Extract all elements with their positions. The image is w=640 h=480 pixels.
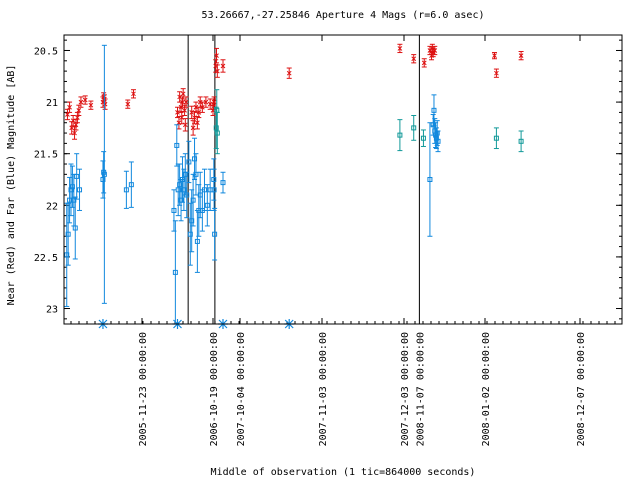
near-point [214,53,219,58]
near-point [193,104,199,110]
near-point [182,107,187,113]
x-tick-label: 2007-12-03 00:00:00 [400,332,411,446]
near-point [88,102,94,108]
near-point [67,104,72,110]
plot-content: 20.5 21 21.5 22 22.5 23 2005-11-23 00:00:00 200… [34,35,622,446]
near-point [82,97,88,103]
far-point [123,187,129,193]
far-point [171,207,177,213]
y-tick-label: 21 [46,98,58,109]
far-point [128,182,134,188]
far-point [201,187,207,193]
near-point [75,115,80,120]
far-point [431,107,437,113]
near-point [432,48,438,53]
far-point [69,184,75,190]
near-point [220,63,226,69]
far-point [175,187,181,193]
near-point [125,101,131,107]
far-point [184,192,190,198]
far_cyan-point [214,130,220,136]
near-point [180,91,186,97]
near-point [492,53,497,58]
x-tick-label: 2008-11-07 00:00:00 [415,332,426,446]
near-point [199,104,205,110]
y-tick-label: 23 [46,305,58,316]
x-tick-label: 2005-11-23 00:00:00 [138,332,149,446]
near-point [102,101,108,107]
far-point [100,177,106,182]
far_cyan-point [493,135,499,141]
y-tick-label: 20.5 [34,46,58,57]
far-point [101,171,107,177]
far_cyan-point [411,125,417,131]
near-point [421,60,427,66]
near-point [214,68,220,74]
far-point [212,231,218,237]
far-point [74,173,80,179]
near-point [76,107,82,113]
near-point [411,56,417,62]
far-point [71,197,77,203]
x-tick-label: 2006-10-19 00:00:00 [209,332,220,446]
far-point [193,171,199,177]
plot-frame [63,34,623,325]
far-point [186,159,192,165]
far-point [192,156,198,162]
far-point [68,187,74,193]
far-point [174,142,180,148]
far-point [427,177,433,182]
near-point [131,91,136,97]
x-tick-label: 2007-10-04 00:00:00 [236,332,247,446]
far-point [194,238,200,244]
near-point [182,122,188,128]
x-tick-label: 2008-01-02 00:00:00 [481,332,492,446]
near-point [518,53,524,58]
far-point [187,231,193,237]
near-point [175,110,180,115]
x-tick-label: 2007-11-03 00:00:00 [318,332,329,446]
far-point [181,187,187,193]
near-point [211,99,217,105]
far-point [64,252,70,258]
far-point [435,138,441,144]
far-point [179,177,185,182]
y-tick-label: 21.5 [34,150,58,161]
far-point [204,202,210,208]
near-point [65,112,70,117]
y-tick-label: 22.5 [34,253,58,264]
far_cyan-point [397,132,403,138]
far_cyan-point [213,125,219,131]
far-point [65,231,71,237]
near-point [195,120,200,126]
far_cyan-point [518,138,524,144]
x-axis-label: Middle of observation (1 tic=864000 seco… [211,467,476,478]
near-point [190,125,196,131]
near-point [78,99,84,105]
far-point [77,187,83,193]
near-point [203,99,209,105]
far-point [211,187,217,193]
far-point [172,269,178,275]
far-point [220,180,226,186]
y-axis-label: Near (Red) and Far (Blue) Magnitude [AB] [6,65,17,306]
near-point [180,99,185,105]
far_cyan-point [420,135,426,141]
chart-title: 53.26667,-27.25846 Aperture 4 Mags (r=6.… [202,10,485,21]
near-point [397,46,403,51]
far-point [189,218,195,224]
near-point [72,130,77,136]
near-point [196,110,202,115]
far-point [190,197,196,203]
near-point [183,99,189,105]
near-point [73,122,79,128]
near-point [494,70,499,76]
far-point [72,225,78,231]
far-point [177,182,183,188]
x-tick-label: 2008-12-07 00:00:00 [576,332,587,446]
y-tick-label: 22 [46,201,58,212]
near-point [286,70,292,76]
